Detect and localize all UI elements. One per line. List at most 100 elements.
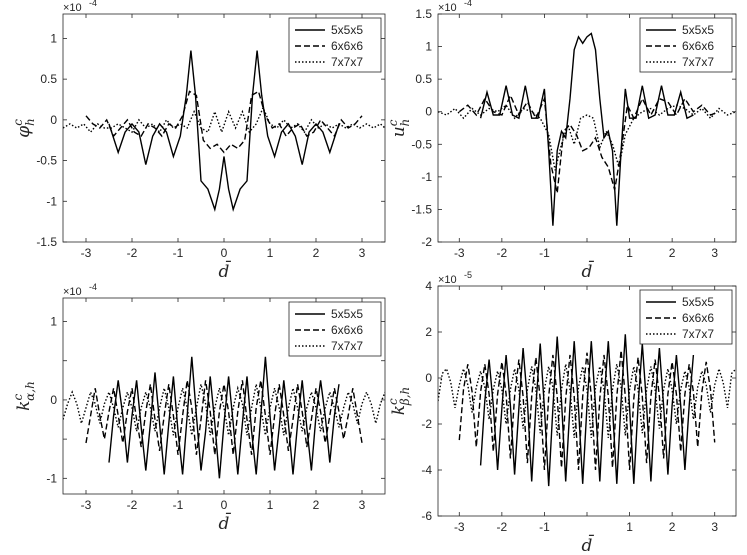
y-tick-label: 0 [50, 393, 57, 407]
legend-label: 6x6x6 [331, 39, 363, 53]
series-line-7x7x7 [63, 105, 385, 135]
legend-label: 6x6x6 [682, 311, 714, 325]
x-tick-label: 0 [221, 498, 228, 512]
series-line-7x7x7 [63, 384, 385, 436]
series-line-5x5x5 [108, 356, 340, 479]
exponent-value: -4 [89, 282, 97, 292]
x-tick-label: 1 [626, 520, 633, 534]
legend-box [639, 289, 733, 345]
series-line-6x6x6 [85, 90, 363, 154]
x-axis-label: d̄ [582, 259, 595, 282]
exponent-value: -5 [464, 270, 472, 280]
x-tick-label: 1 [267, 498, 274, 512]
legend: 5x5x5 6x6x6 7x7x7 [639, 289, 733, 345]
legend-box [288, 301, 382, 357]
y-tick-label: -1 [46, 471, 57, 485]
y-tick-label: 1 [425, 40, 432, 54]
x-tick-label: -1 [539, 520, 550, 534]
legend-label: 7x7x7 [331, 55, 363, 69]
y-tick-label: 0 [50, 113, 57, 127]
x-tick-label: 2 [313, 498, 320, 512]
legend: 5x5x5 6x6x6 7x7x7 [288, 301, 382, 357]
x-tick-label: -2 [497, 246, 508, 260]
y-tick-label: 0 [425, 105, 432, 119]
x-tick-label: -3 [454, 520, 465, 534]
legend-label: 7x7x7 [682, 327, 714, 341]
legend-label: 6x6x6 [682, 39, 714, 53]
series-line-5x5x5 [479, 32, 694, 226]
legend-label: 5x5x5 [331, 23, 363, 37]
y-tick-label: 0 [425, 371, 432, 385]
exponent-multiplier: ×10 [438, 2, 457, 14]
y-tick-label: 0.5 [415, 72, 432, 86]
x-tick-label: 0 [221, 246, 228, 260]
x-tick-label: -1 [173, 246, 184, 260]
y-tick-label: -1 [46, 194, 57, 208]
exponent-multiplier: ×10 [63, 2, 82, 14]
y-tick-label: -1.5 [411, 202, 432, 216]
y-axis-label: kcβ,h [386, 387, 412, 416]
y-tick-label: -2 [421, 417, 432, 431]
x-tick-label: 3 [359, 246, 366, 260]
y-tick-label: -1 [421, 170, 432, 184]
x-axis-label: d̄ [582, 533, 595, 555]
series-line-7x7x7 [438, 364, 736, 438]
series-line-7x7x7 [438, 104, 736, 171]
exponent-value: -4 [464, 0, 472, 8]
legend-label: 5x5x5 [682, 23, 714, 37]
series-line-6x6x6 [85, 380, 363, 455]
legend-label: 7x7x7 [331, 339, 363, 353]
x-tick-label: -3 [454, 246, 465, 260]
legend-label: 5x5x5 [331, 307, 363, 321]
series-line-5x5x5 [108, 50, 340, 212]
y-tick-label: -0.5 [36, 154, 57, 168]
y-tick-label: -1.5 [36, 235, 57, 249]
x-tick-label: -1 [539, 246, 550, 260]
x-tick-label: 2 [669, 246, 676, 260]
y-tick-label: 0.5 [40, 72, 57, 86]
y-tick-label: 1 [50, 31, 57, 45]
legend-box [639, 17, 733, 73]
legend-label: 7x7x7 [682, 55, 714, 69]
x-tick-label: 1 [267, 246, 274, 260]
x-tick-label: 3 [359, 498, 366, 512]
x-tick-label: 3 [711, 520, 718, 534]
y-tick-label: 2 [425, 325, 432, 339]
x-tick-label: -1 [173, 498, 184, 512]
y-axis-label: uch [386, 119, 412, 137]
legend: 5x5x5 6x6x6 7x7x7 [288, 17, 382, 73]
x-tick-label: -3 [81, 246, 92, 260]
y-tick-label: 1 [50, 315, 57, 329]
exponent-value: -4 [89, 0, 97, 8]
x-tick-label: 1 [626, 246, 633, 260]
chart-panel-1: -3 -2 -1 0 1 2 3 -1.5 -1 -0.5 0 0.5 1 ×10 -4 d̄ φch 5x5x5… [11, 0, 386, 282]
legend-box [288, 17, 382, 73]
y-axis-label: φch [11, 118, 37, 137]
series-line-6x6x6 [458, 93, 720, 194]
y-tick-label: -0.5 [411, 137, 432, 151]
y-tick-label: -2 [421, 235, 432, 249]
series-line-5x5x5 [479, 334, 695, 487]
legend-label: 6x6x6 [331, 323, 363, 337]
exponent-multiplier: ×10 [63, 286, 82, 298]
series-line-6x6x6 [458, 350, 716, 471]
chart-panel-4: -3 -2 -1 1 2 3 -6 -4 -2 0 2 4 ×10 -5 d̄ kcβ,h 5x5x5 6x6x6… [386, 270, 737, 555]
y-tick-label: 4 [425, 279, 432, 293]
x-tick-label: 3 [711, 246, 718, 260]
x-tick-label: 2 [313, 246, 320, 260]
x-tick-label: -3 [81, 498, 92, 512]
chart-panel-3: -3 -2 -1 0 1 2 3 -1 0 1 ×10 -4 d̄ kcα,h 5x5x5 6x6x6 7x7x… [11, 282, 386, 534]
y-axis-label: kcα,h [11, 381, 37, 411]
y-tick-label: -4 [421, 463, 432, 477]
y-tick-label: -6 [421, 509, 432, 523]
x-axis-label: d̄ [219, 511, 232, 534]
chart-panel-2: -3 -2 -1 1 2 3 -2 -1.5 -1 -0.5 0 0.5 1 1.5 ×10 -4 d̄ uch 5… [386, 0, 737, 282]
exponent-multiplier: ×10 [438, 274, 457, 286]
x-tick-label: -2 [127, 498, 138, 512]
x-tick-label: -2 [497, 520, 508, 534]
x-tick-label: 2 [669, 520, 676, 534]
legend: 5x5x5 6x6x6 7x7x7 [639, 17, 733, 73]
x-tick-label: -2 [127, 246, 138, 260]
y-tick-label: 1.5 [415, 7, 432, 21]
legend-label: 5x5x5 [682, 295, 714, 309]
